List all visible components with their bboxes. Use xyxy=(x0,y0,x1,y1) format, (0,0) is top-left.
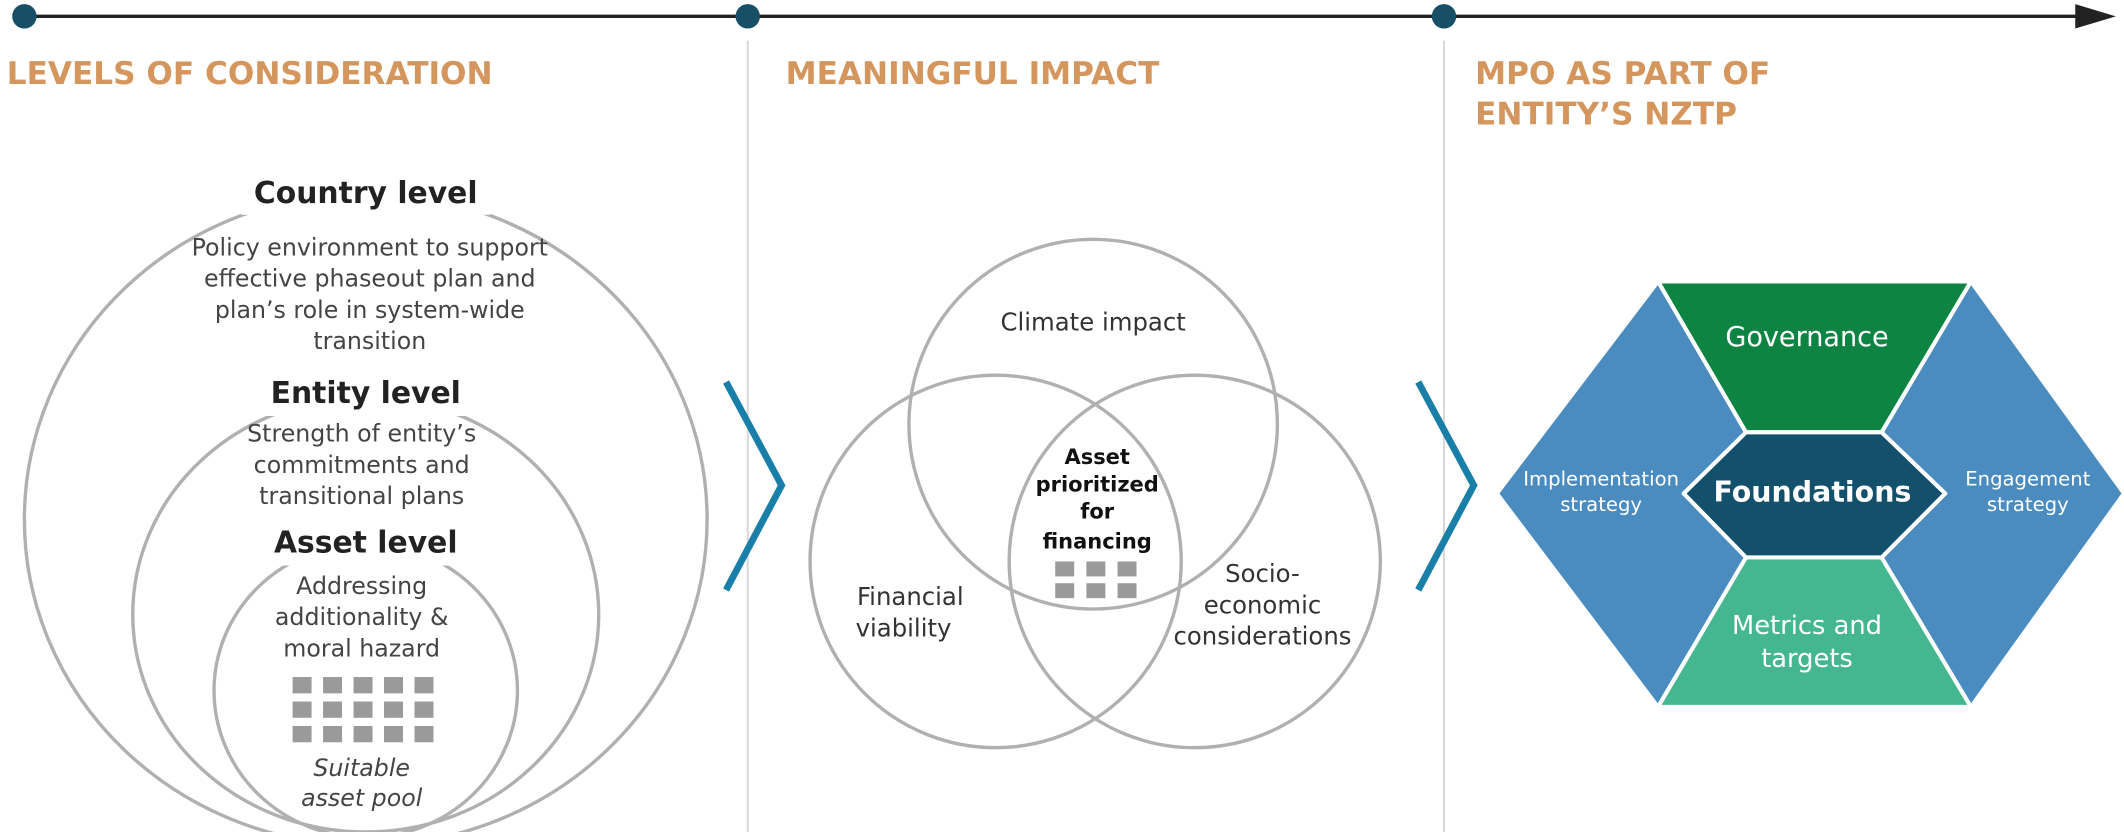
asset-grid xyxy=(292,677,434,743)
level-name: Entity level xyxy=(271,376,461,411)
asset-square xyxy=(1117,561,1137,577)
hex-label: Implementation xyxy=(1523,467,1679,490)
asset-square xyxy=(1086,583,1106,599)
chevron xyxy=(1415,380,1478,592)
asset-square xyxy=(323,701,343,718)
hex-label: Metrics and xyxy=(1732,611,1882,641)
hexagon xyxy=(1494,279,2124,709)
section-title: MEANINGFUL IMPACT xyxy=(786,56,1160,92)
level-description: moral hazard xyxy=(283,634,440,662)
asset-grid xyxy=(1055,561,1137,599)
hex-label: Foundations xyxy=(1714,475,1912,508)
level-name: Country level xyxy=(254,176,478,211)
section-title: ENTITY’S NZTP xyxy=(1475,97,1737,133)
pool-label: Suitable xyxy=(313,754,410,782)
hex-label: Governance xyxy=(1725,322,1888,353)
venn-center: financing xyxy=(1043,528,1152,553)
venn-label: Financial xyxy=(857,582,964,611)
asset-square xyxy=(292,677,312,694)
venn-label: viability xyxy=(856,613,952,642)
asset-square xyxy=(384,725,403,743)
asset-square xyxy=(353,725,373,743)
section-title: LEVELS OF CONSIDERATION xyxy=(7,56,493,92)
asset-square xyxy=(384,701,403,718)
level-description: transition xyxy=(313,327,426,355)
timeline-dot xyxy=(12,4,37,29)
asset-square xyxy=(292,701,312,718)
level-description: Strength of entity’s xyxy=(247,420,476,448)
venn-circle xyxy=(907,237,1280,611)
timeline-arrow xyxy=(2075,4,2116,29)
asset-square xyxy=(353,677,373,694)
label-bg xyxy=(265,524,466,566)
hex-center xyxy=(1681,430,1948,560)
venn-label: economic xyxy=(1204,590,1322,619)
level-description: additionality & xyxy=(275,603,449,631)
venn-center: prioritized xyxy=(1036,471,1159,496)
asset-square xyxy=(414,725,434,743)
hex-label: Engagement xyxy=(1965,467,2090,490)
level-description: Policy environment to support xyxy=(192,233,548,261)
asset-square xyxy=(353,701,373,718)
asset-square xyxy=(323,677,343,694)
asset-square xyxy=(1055,583,1075,599)
venn-circle xyxy=(808,373,1183,750)
timeline-dot xyxy=(735,4,760,29)
asset-square xyxy=(1117,583,1137,599)
level-description: transitional plans xyxy=(259,482,464,510)
hex-label: strategy xyxy=(1560,493,1642,516)
hex-label: strategy xyxy=(1987,493,2069,516)
timeline-dot xyxy=(1431,4,1457,29)
asset-square xyxy=(292,725,312,743)
level-name: Asset level xyxy=(274,525,458,560)
venn-circle xyxy=(1007,373,1383,750)
venn-label: considerations xyxy=(1173,622,1351,651)
venn-center: for xyxy=(1080,498,1115,523)
hex-label: targets xyxy=(1761,644,1853,674)
level-description: plan’s role in system-wide xyxy=(215,296,525,324)
asset-square xyxy=(414,701,434,718)
level-description: Addressing xyxy=(296,572,427,600)
asset-square xyxy=(1086,561,1106,577)
asset-square xyxy=(1055,561,1075,577)
chevron xyxy=(723,380,786,592)
section-title: MPO AS PART OF xyxy=(1475,56,1770,92)
venn-center: Asset xyxy=(1064,444,1129,469)
asset-square xyxy=(384,677,403,694)
venn-label: Climate impact xyxy=(1000,308,1185,337)
venn-label: Socio- xyxy=(1225,559,1300,588)
level-description: commitments and xyxy=(254,451,470,479)
venn xyxy=(808,237,1383,750)
label-bg xyxy=(260,375,472,416)
label-bg xyxy=(241,174,491,215)
level-description: effective phaseout plan and xyxy=(204,265,536,293)
asset-square xyxy=(414,677,434,694)
pool-label: asset pool xyxy=(301,784,423,812)
asset-square xyxy=(323,725,343,743)
